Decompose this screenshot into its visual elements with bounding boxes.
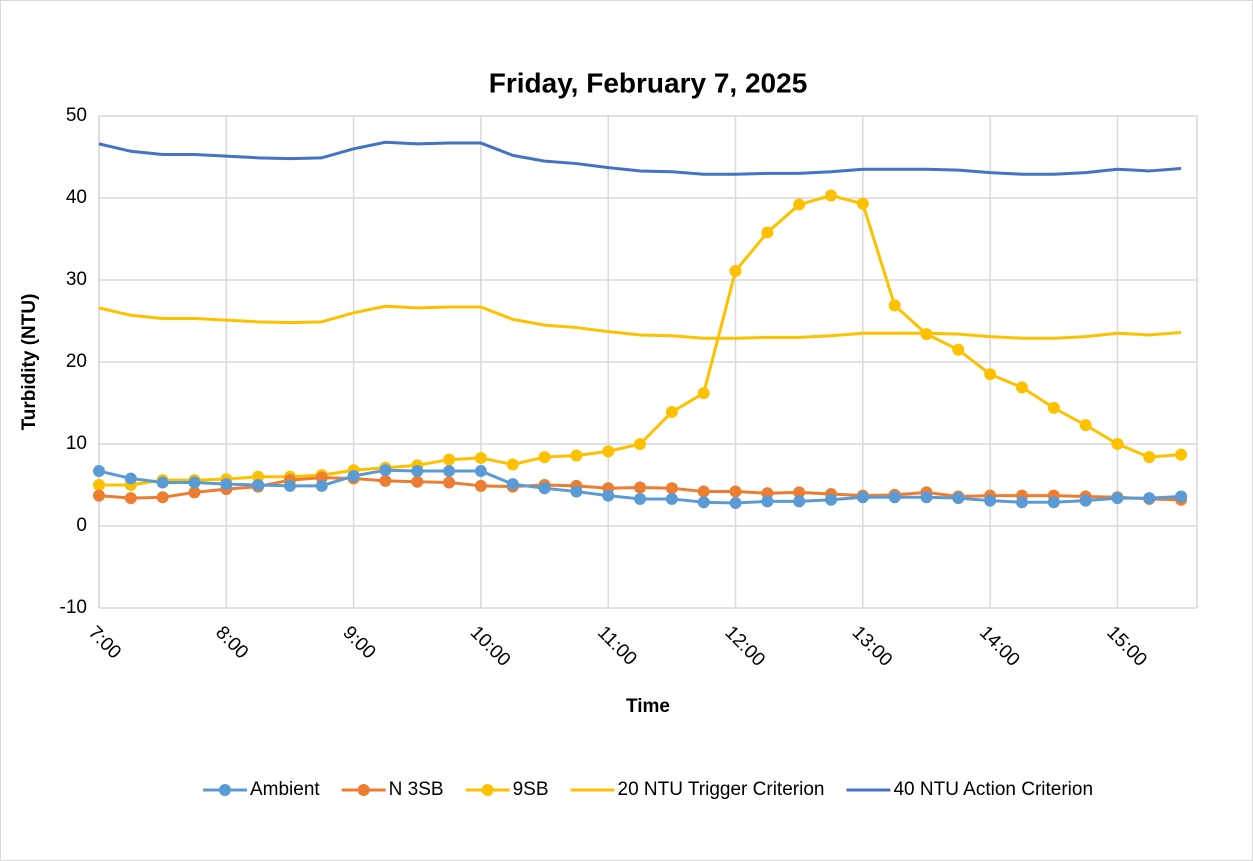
data-point [888, 491, 901, 504]
data-point [474, 465, 487, 478]
data-point [697, 387, 710, 400]
y-tick-label: 10 [66, 433, 87, 454]
data-point [474, 451, 487, 464]
series-line [98, 140, 1182, 176]
data-point [1047, 496, 1060, 509]
data-point [411, 475, 424, 488]
data-point [952, 492, 965, 505]
legend-label: 40 NTU Action Criterion [893, 779, 1093, 800]
series-line [98, 304, 1182, 340]
data-point [1143, 451, 1156, 464]
data-point [1175, 448, 1188, 461]
data-point [93, 489, 105, 502]
data-point [315, 471, 328, 484]
data-point [1111, 492, 1124, 505]
data-point [856, 491, 869, 504]
data-point [379, 474, 392, 487]
data-point [283, 479, 296, 492]
data-point [188, 486, 201, 499]
legend-marker [218, 784, 231, 796]
data-point [697, 496, 710, 509]
data-point [315, 479, 328, 492]
data-point [1111, 438, 1124, 450]
data-point [252, 479, 265, 491]
y-tick-label: 20 [66, 351, 87, 372]
data-point [443, 476, 456, 489]
data-point [570, 485, 583, 498]
data-point [1079, 419, 1092, 432]
data-point [93, 465, 105, 478]
data-point [1047, 401, 1060, 414]
data-point [506, 478, 519, 491]
data-point [188, 476, 201, 489]
data-point [984, 494, 997, 507]
data-point [156, 491, 169, 504]
data-point [602, 445, 615, 458]
data-point [729, 497, 742, 510]
data-point [506, 458, 519, 471]
data-point [1143, 492, 1156, 505]
data-point [474, 479, 487, 492]
data-point [443, 453, 456, 466]
data-point [602, 489, 615, 502]
legend-label: Ambient [250, 779, 320, 800]
data-point [156, 476, 169, 489]
data-point [634, 481, 647, 494]
data-point [825, 493, 837, 506]
data-point [252, 470, 265, 483]
data-point [761, 495, 774, 508]
data-point [411, 465, 424, 478]
data-point [1175, 490, 1188, 503]
data-point [825, 189, 837, 202]
data-point [665, 406, 678, 419]
data-point [984, 368, 997, 381]
data-point [793, 486, 806, 499]
legend: Ambient N 3SB 9SB 20 NTU Trigger Criterion 4… [202, 779, 1093, 800]
data-point [379, 464, 392, 477]
y-tick-label: 50 [66, 105, 87, 126]
legend-label: N 3SB [389, 779, 444, 800]
data-point [665, 482, 678, 495]
data-point [93, 479, 105, 491]
legend-label: 20 NTU Trigger Criterion [618, 779, 825, 800]
data-point [665, 492, 678, 505]
data-point [761, 487, 774, 500]
data-point [634, 492, 647, 505]
legend-marker [481, 784, 494, 796]
data-point [570, 449, 583, 462]
y-tick-label: 40 [66, 187, 87, 208]
y-tick-label: -10 [60, 597, 87, 618]
data-point [952, 343, 965, 356]
data-point [538, 451, 551, 464]
data-point [1015, 496, 1028, 509]
data-point [729, 264, 742, 277]
data-point [793, 495, 806, 508]
data-point [729, 485, 742, 498]
data-point [124, 492, 137, 505]
data-point [697, 485, 710, 498]
data-point [793, 198, 806, 211]
data-point [347, 469, 360, 482]
chart-title: Friday, February 7, 2025 [489, 67, 808, 98]
data-point [538, 482, 551, 495]
y-tick-label: 0 [76, 515, 87, 536]
data-point [1079, 494, 1092, 507]
data-point [443, 465, 456, 478]
legend-label: 9SB [513, 779, 549, 800]
data-point [920, 491, 933, 504]
y-axis-label: Turbidity (NTU) [19, 294, 40, 431]
data-point [761, 226, 774, 239]
x-axis-label: Time [626, 696, 670, 717]
data-point [920, 328, 933, 341]
data-point [1015, 381, 1028, 394]
data-point [888, 299, 901, 312]
data-point [220, 478, 233, 491]
data-point [124, 472, 137, 485]
y-tick-label: 30 [66, 269, 87, 290]
data-point [856, 197, 869, 210]
data-point [634, 438, 647, 450]
legend-marker [357, 784, 370, 796]
